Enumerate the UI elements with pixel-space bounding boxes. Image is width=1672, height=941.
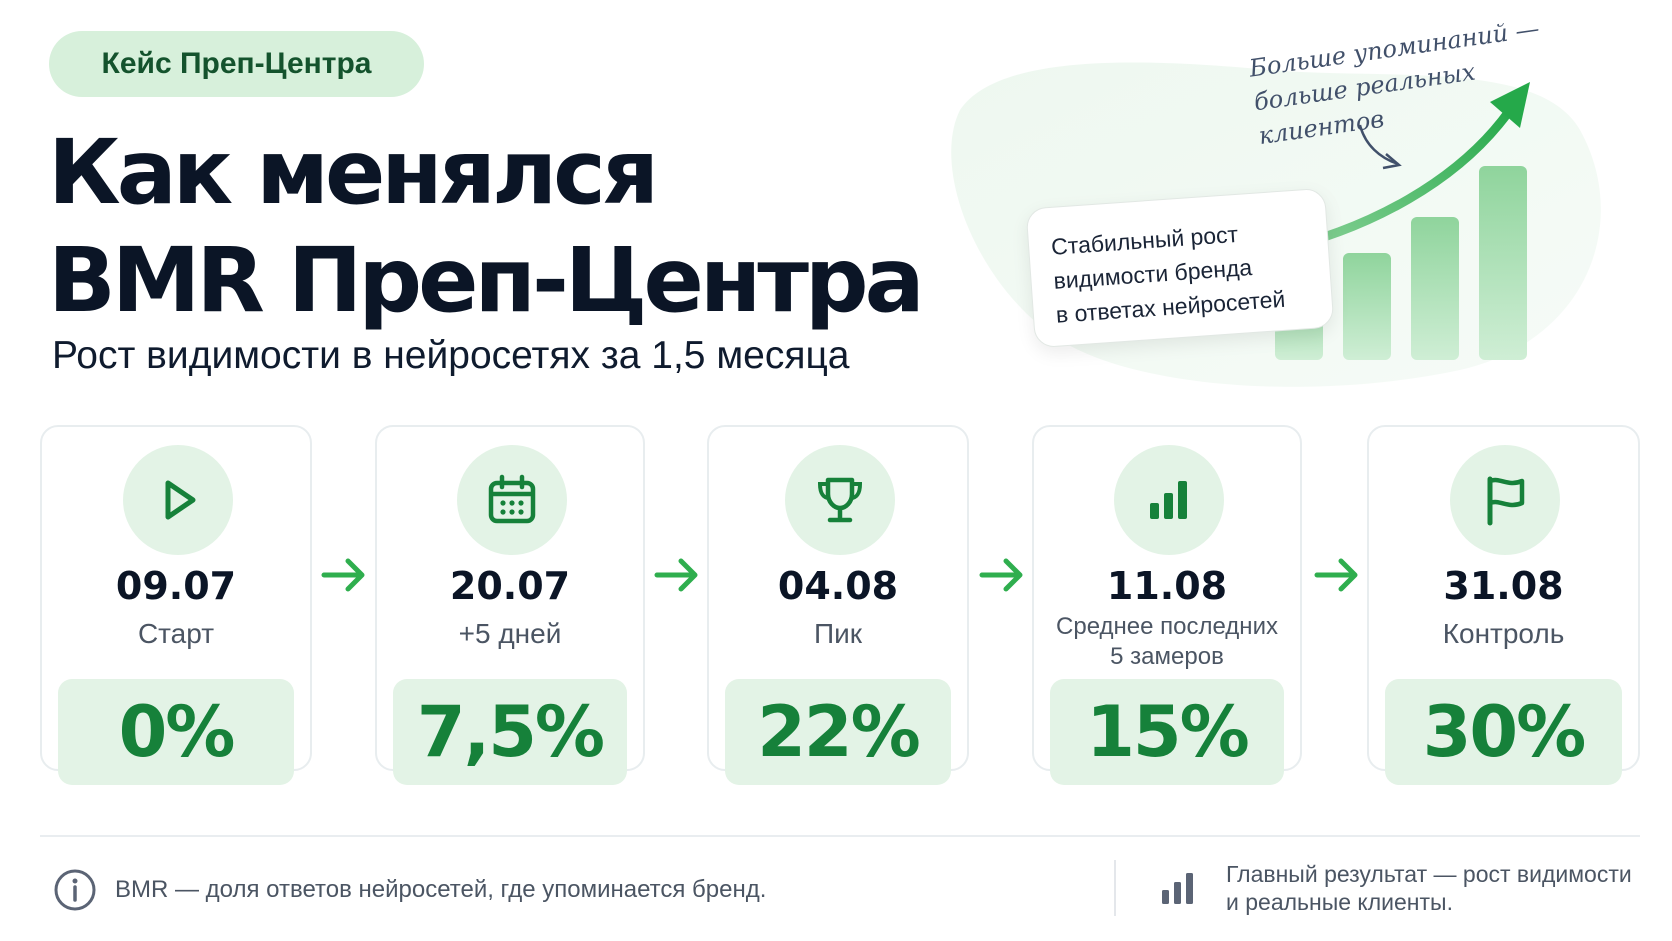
step-date: 09.07	[115, 564, 237, 608]
calendar-icon	[457, 445, 567, 555]
footer-result-line-1: Главный результат — рост видимости	[1226, 861, 1632, 887]
arrow-right-icon	[1314, 558, 1358, 592]
footer-divider	[40, 835, 1640, 837]
step-card-control: 31.08 Контроль 30%	[1367, 425, 1640, 785]
footer-definition-text: BMR — доля ответов нейросетей, где упоми…	[115, 876, 767, 903]
step-value: 0%	[58, 679, 294, 785]
trophy-icon	[785, 445, 895, 555]
hero-bar-4	[1479, 166, 1527, 360]
step-value: 22%	[725, 679, 951, 785]
page-subtitle: Рост видимости в нейросетях за 1,5 месяц…	[52, 334, 850, 377]
step-value: 7,5%	[393, 679, 627, 785]
step-label: +5 дней	[458, 618, 562, 649]
title-line-1: Как менялся	[48, 120, 659, 224]
flag-icon	[1450, 445, 1560, 555]
case-badge: Кейс Преп-Центра	[49, 31, 424, 97]
footer-definition: BMR — доля ответов нейросетей, где упоми…	[53, 868, 766, 912]
growth-callout: Стабильный рост видимости бренда в ответ…	[1025, 187, 1335, 349]
note-arrow	[1358, 124, 1399, 166]
hero-bar-2	[1343, 253, 1391, 360]
step-label: Контроль	[1442, 618, 1565, 649]
info-icon	[54, 869, 96, 911]
step-label-line-1: Среднее последних	[1056, 613, 1278, 640]
arrow-right-icon	[321, 558, 365, 592]
footer-result-line-2: и реальные клиенты.	[1226, 889, 1453, 915]
step-date: 04.08	[777, 564, 899, 608]
step-label: Пик	[813, 618, 862, 649]
footer-result-text: Главный результат — рост видимости и реа…	[1226, 860, 1632, 916]
footer-result: Главный результат — рост видимости и реа…	[1160, 860, 1632, 916]
bar-chart-icon	[1114, 445, 1224, 555]
arrow-right-icon	[654, 558, 698, 592]
timeline: 09.07 Старт 0% 20.07 +5 дней 7,5% 04.08 …	[40, 425, 1640, 803]
step-label: Старт	[137, 618, 215, 649]
step-card-start: 09.07 Старт 0%	[40, 425, 312, 785]
step-card-plus5: 20.07 +5 дней 7,5%	[375, 425, 645, 785]
step-label: Среднее последних 5 замеров	[1040, 612, 1294, 672]
footer-vertical-divider	[1114, 860, 1116, 916]
step-date: 20.07	[449, 564, 571, 608]
title-line-2: BMR Преп-Центра	[48, 228, 925, 332]
step-value: 15%	[1050, 679, 1284, 785]
page-title: Как менялся BMR Преп-Центра	[48, 118, 948, 334]
hero-bar-3	[1411, 217, 1459, 360]
step-value: 30%	[1385, 679, 1622, 785]
play-icon	[123, 445, 233, 555]
step-card-average: 11.08 Среднее последних 5 замеров 15%	[1032, 425, 1302, 785]
step-date: 11.08	[1106, 564, 1228, 608]
step-label-line-2: 5 замеров	[1110, 643, 1224, 670]
arrow-right-icon	[979, 558, 1023, 592]
step-date: 31.08	[1443, 564, 1564, 608]
bar-chart-icon	[1162, 873, 1193, 904]
step-card-peak: 04.08 Пик 22%	[707, 425, 969, 785]
